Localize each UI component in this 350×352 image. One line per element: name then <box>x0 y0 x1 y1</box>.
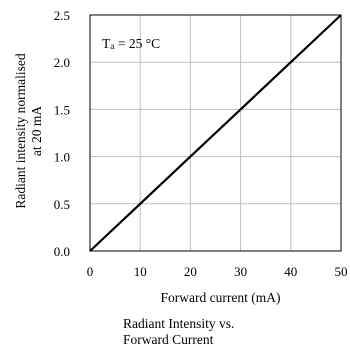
series-line-0 <box>89 14 342 252</box>
x-axis-label: Forward current (mA) <box>161 290 281 305</box>
x-tick-label: 20 <box>184 264 197 279</box>
y-tick-label: 2.5 <box>54 8 70 23</box>
x-tick-label: 10 <box>134 264 147 279</box>
y-tick-label: 0.0 <box>54 244 70 259</box>
y-axis-label-line-1: Radiant intensity normalised <box>13 53 28 208</box>
y-tick-label: 0.5 <box>54 197 70 212</box>
y-axis-label-line-2: at 20 mA <box>29 106 44 156</box>
x-tick-label: 0 <box>87 264 94 279</box>
caption-line-2: Forward Current <box>123 332 214 347</box>
y-tick-label: 2.0 <box>54 55 70 70</box>
x-tick-label: 50 <box>335 264 348 279</box>
annotation-symbol: T <box>102 36 111 51</box>
temperature-annotation: Ta = 25 °C <box>102 36 160 52</box>
y-tick-label: 1.5 <box>54 102 70 117</box>
annotation-subscript: a <box>110 42 115 52</box>
caption-line-1: Radiant Intensity vs. <box>123 316 235 331</box>
y-tick-label: 1.0 <box>54 150 70 165</box>
x-tick-labels: 0 10 20 30 40 50 <box>87 264 348 279</box>
plot-frame <box>89 14 342 252</box>
annotation-value: = 25 °C <box>114 36 160 51</box>
chart-caption: Radiant Intensity vs. Forward Current <box>123 316 343 348</box>
y-tick-labels: 0.0 0.5 1.0 1.5 2.0 2.5 <box>54 8 70 259</box>
y-axis-label: Radiant intensity normalisedat 20 mA <box>13 53 44 208</box>
series <box>89 14 342 252</box>
x-tick-label: 30 <box>234 264 247 279</box>
x-tick-label: 40 <box>284 264 297 279</box>
